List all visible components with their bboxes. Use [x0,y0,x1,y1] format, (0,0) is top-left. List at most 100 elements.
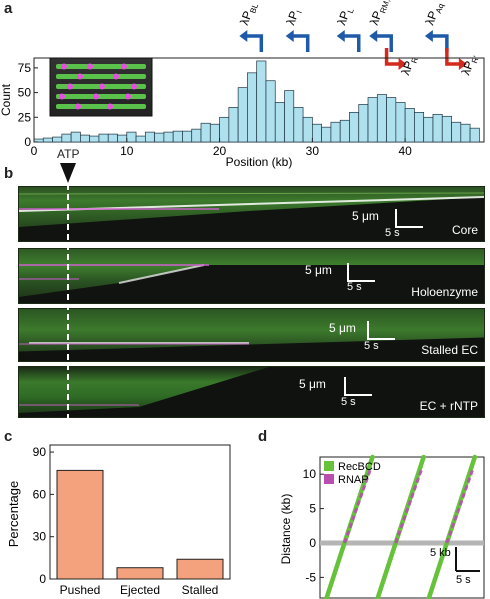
histogram-bar [219,116,230,143]
y-tick-label-c: 30 [33,530,47,544]
promoter-arrow-stem [384,48,401,66]
promoter-label: λPI [283,7,304,28]
y-tick-label-c: 0 [39,572,46,586]
promoter-arrow: λPL [334,4,361,52]
histogram-bar [172,130,183,143]
histogram-bar [61,133,72,143]
promoter-arrow-head [458,58,467,70]
y-tick-label-c: 90 [33,445,47,459]
promoter-arrow-head [285,30,294,42]
legend-swatch-recbcd [324,461,334,471]
scale-s-ec-rntp: 5 s [341,396,356,408]
promoter-arrow-stem [342,34,361,52]
promoter-arrow-stem [445,48,461,66]
promoter-arrow-stem [375,34,393,52]
atp-arrow [60,163,76,183]
histogram-bar [367,97,378,143]
y-axis-label-a: Count [0,83,13,116]
kymograph-label-holoenzyme: Holoenzyme [411,285,478,299]
histogram-bar [339,119,350,143]
promoter-label: λPR [398,53,420,77]
panel-label-b: b [4,165,14,182]
y-tick-label-d: -5 [305,570,316,584]
scale-bar-v-holoenzyme [347,263,349,281]
scale-bar-v-core [395,209,397,227]
histogram-bar [135,135,146,143]
histogram-bar [200,122,211,143]
promoter-arrow: λPAq [423,0,449,52]
scale-bar-h-ec-rntp [344,394,372,396]
scale-s-holoenzyme: 5 s [347,281,362,293]
chart-d-axis: -5 0 5 10 [303,467,324,584]
histogram-bar [163,131,174,143]
kymograph-core: 5 μm 5 s Core [18,186,485,242]
histogram-bar [117,134,128,143]
promoter-arrow-stem [291,34,310,52]
histogram-bar [154,132,165,143]
histogram-bar [89,135,100,143]
histogram-bar [247,72,258,143]
kymograph-stalled-ec: 5 μm 5 s Stalled EC [18,308,485,362]
histogram-bar [126,131,137,143]
promoter-arrow-head [424,30,433,42]
chart-a-svg: λPBL λPI λPL λPRM,RE λPAq λPR λPR' 0 10 20 30 40 0 2… [0,0,485,169]
promoter-label: λPBL [237,0,260,28]
histogram-bar [451,121,462,143]
x-tick-label-a: 30 [306,144,320,158]
histogram-bar [182,130,193,143]
promoter-arrow-head [398,58,407,70]
histogram-bar [358,104,369,143]
y-tick-label-a: 75 [18,61,32,75]
atp-dashed-line [67,184,69,419]
category-label: Ejected [120,583,160,597]
histogram-bar [265,80,276,143]
histogram-bar [284,90,295,143]
y-tick-label-d: 5 [309,502,316,516]
x-axis-label-a: Position (kb) [226,155,293,169]
scale-um-holoenzyme: 5 μm [305,263,332,277]
scale-bar-h-holoenzyme [347,280,375,282]
kymograph-label-core: Core [451,223,478,237]
microscopy-inset [49,57,153,117]
scale-bar-h-stalled-ec [367,338,395,340]
promoter-arrow: λPBL [237,0,264,52]
x-tick-label-a: 10 [120,144,134,158]
histogram-bar [237,87,248,143]
histogram-bar [98,133,109,143]
promoter-arrows: λPBL λPI λPL λPRM,RE λPAq λPR λPR' [237,0,481,78]
promoter-arrow-head [369,30,378,42]
kymograph-ec-rntp: 5 μm 5 s EC + rNTP [18,366,485,418]
histogram-bar [42,137,53,143]
x-tick-label-a: 20 [213,144,227,158]
histogram-bar [469,127,480,143]
scale-um-core: 5 μm [352,209,379,223]
y-tick-label-a: 0 [24,135,31,149]
y-tick-label-a: 50 [18,86,32,100]
histogram-bar [293,107,304,143]
y-tick-label-a: 25 [18,110,32,124]
promoter-arrow: λPR [384,48,420,78]
panel-label-d: d [258,428,268,445]
histogram-bar [191,128,202,143]
histogram-bar [312,123,322,143]
chart-c-svg: Pushed Ejected Stalled 0 30 60 90 Percentage [6,444,231,597]
y-axis-label-c: Percentage [6,481,21,548]
histogram-bar [404,108,415,143]
chart-d-series [320,454,484,599]
promoter-arrow-head [336,30,345,42]
y-tick-label-d: 10 [303,467,317,481]
chart-d-frame [319,456,485,599]
histogram-bar [414,112,425,143]
scale-bar-v-stalled-ec [367,321,369,339]
histogram-bar [460,123,471,143]
promoter-arrow-stem [245,34,264,52]
rnap-trace [343,466,373,544]
histogram-bar [228,107,239,143]
kymograph-label-stalled-ec: Stalled EC [421,343,478,357]
histogram-bar [70,131,81,143]
histogram-bar [349,112,360,143]
promoter-arrow-head [239,30,248,42]
histogram-bar [256,60,267,143]
scale-kb-d: 5 kb [430,547,451,559]
chart-d-svg: -5 0 5 10 RecBCD RNAP 5 kb 5 s Distance (kb… [279,454,485,599]
